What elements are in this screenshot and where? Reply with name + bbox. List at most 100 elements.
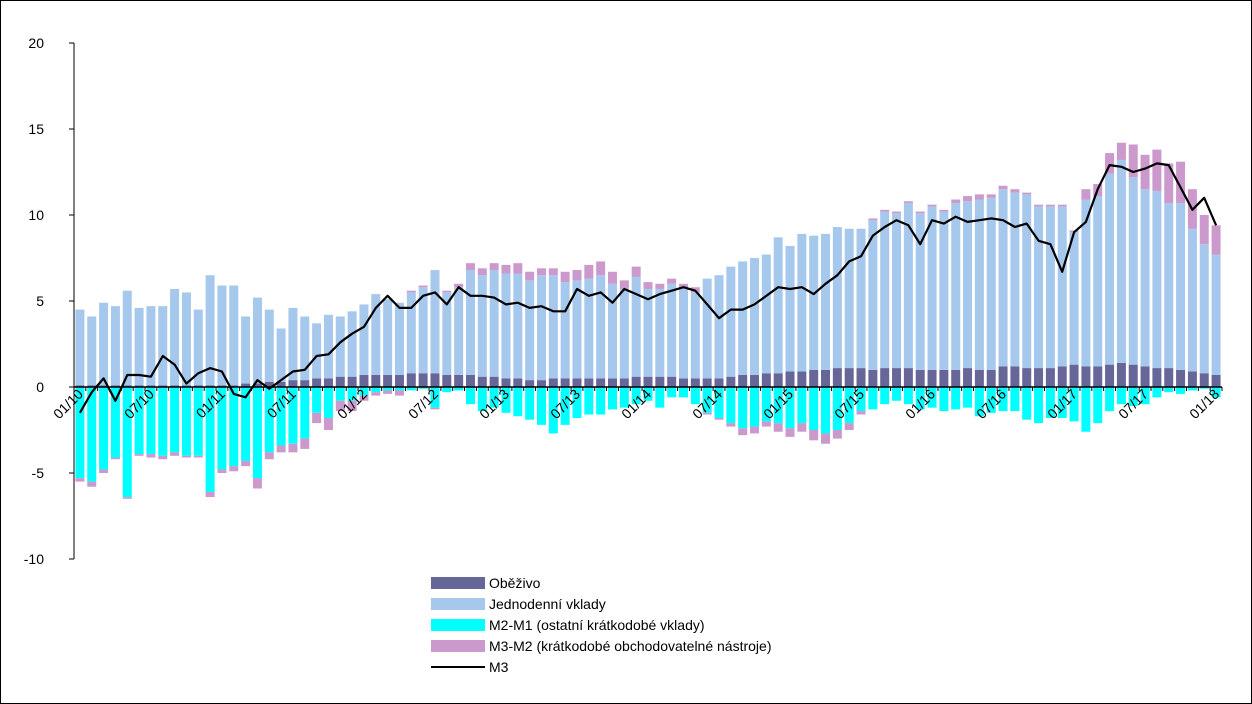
bar xyxy=(596,378,606,387)
bar xyxy=(241,460,251,467)
bar xyxy=(1069,387,1079,422)
bar xyxy=(312,378,322,387)
y-tick-label: 0 xyxy=(36,379,44,395)
bar xyxy=(714,378,724,387)
bar xyxy=(134,387,144,455)
y-tick-label: -5 xyxy=(32,465,45,481)
bar xyxy=(1057,206,1067,367)
bar xyxy=(489,270,499,377)
bar xyxy=(832,227,842,369)
bar xyxy=(939,387,949,412)
bar xyxy=(489,387,499,408)
bar xyxy=(418,287,428,374)
bar xyxy=(797,371,807,387)
bar xyxy=(394,387,404,391)
bar xyxy=(477,268,487,276)
bar xyxy=(631,276,641,377)
y-tick-label: 15 xyxy=(28,121,44,137)
bar xyxy=(1187,228,1197,372)
bar xyxy=(335,387,345,401)
bar xyxy=(335,316,345,377)
y-tick-label: 10 xyxy=(28,207,44,223)
bar xyxy=(146,385,156,387)
bar xyxy=(832,368,842,387)
bar xyxy=(880,209,890,212)
bar xyxy=(1140,189,1150,367)
bar xyxy=(548,387,558,434)
bar xyxy=(726,266,736,377)
bar xyxy=(1164,387,1174,393)
bar xyxy=(122,497,132,499)
bar xyxy=(1187,387,1197,391)
bar xyxy=(1081,199,1091,367)
bar xyxy=(371,374,381,387)
bar xyxy=(667,387,677,398)
bar xyxy=(264,309,274,382)
bar xyxy=(110,457,120,460)
bar xyxy=(394,374,404,387)
bar xyxy=(596,387,606,415)
bar xyxy=(809,387,819,430)
bar xyxy=(181,455,191,458)
bar xyxy=(170,385,180,387)
bar xyxy=(785,371,795,387)
bar xyxy=(158,387,168,456)
bar xyxy=(1093,196,1103,367)
bar xyxy=(1211,374,1221,387)
bar xyxy=(903,202,913,369)
bar xyxy=(785,428,795,437)
bar xyxy=(75,385,85,387)
bar xyxy=(264,381,274,387)
bar xyxy=(229,466,239,472)
bar xyxy=(1093,387,1103,424)
bar xyxy=(560,387,570,425)
bar xyxy=(951,199,961,203)
bar xyxy=(915,369,925,387)
bar xyxy=(122,290,132,386)
bar xyxy=(903,368,913,387)
bar xyxy=(738,374,748,387)
bar xyxy=(761,387,771,422)
bar xyxy=(1105,173,1115,365)
bar xyxy=(868,369,878,387)
bar xyxy=(868,218,878,221)
bar xyxy=(430,407,440,410)
bar xyxy=(406,387,416,391)
bar xyxy=(832,430,842,439)
bar xyxy=(1176,387,1186,394)
bar xyxy=(915,213,925,370)
bar xyxy=(1010,189,1020,193)
bar xyxy=(300,316,310,381)
bar xyxy=(619,280,629,289)
line xyxy=(78,162,1218,414)
bar xyxy=(560,271,570,283)
bar xyxy=(986,194,996,198)
bar xyxy=(359,395,369,401)
bar xyxy=(1116,159,1126,363)
bar xyxy=(110,385,120,387)
bar xyxy=(1057,387,1067,418)
bar xyxy=(856,368,866,387)
bar xyxy=(761,421,771,427)
bar xyxy=(205,387,215,492)
bar xyxy=(1045,387,1055,418)
bar xyxy=(252,383,262,387)
bar xyxy=(750,387,760,427)
bar xyxy=(974,387,984,417)
bar xyxy=(229,387,239,467)
bar xyxy=(1010,192,1020,367)
bar xyxy=(359,304,369,375)
bar xyxy=(501,273,511,379)
bar xyxy=(750,426,760,434)
bar xyxy=(844,423,854,430)
legend-label: Jednodenní vklady xyxy=(489,596,606,612)
bar xyxy=(560,282,570,379)
bar xyxy=(548,275,558,379)
bar xyxy=(477,387,487,412)
bar xyxy=(1116,387,1126,405)
bar xyxy=(963,368,973,387)
bar xyxy=(773,423,783,432)
bar xyxy=(809,235,819,370)
bar xyxy=(1081,189,1091,200)
bar xyxy=(963,201,973,369)
